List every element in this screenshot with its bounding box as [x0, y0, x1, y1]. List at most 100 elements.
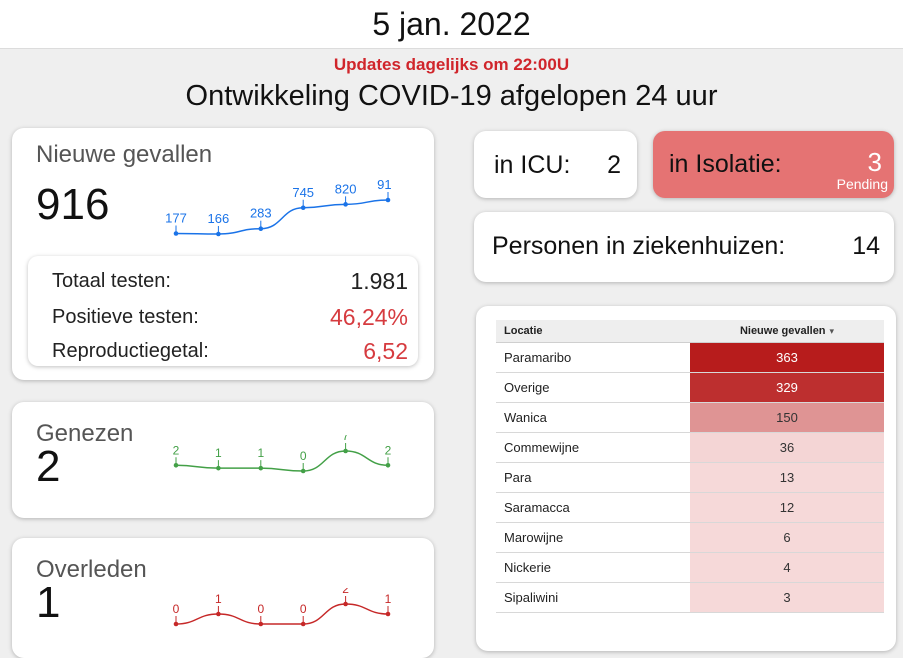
- sparkline-label: 0: [257, 602, 264, 616]
- sparkline-label: 283: [250, 206, 272, 221]
- icu-value: 2: [607, 151, 621, 179]
- date-title: 5 jan. 2022: [372, 5, 531, 42]
- nieuwe-gevallen-value: 916: [36, 180, 110, 229]
- overleden-label: Overleden: [36, 556, 147, 583]
- table-row: Wanica 150: [496, 402, 884, 433]
- sparkline-point: [216, 231, 221, 237]
- tests-summary-card: Totaal testen: 1.981 Positieve testen: 4…: [28, 256, 418, 366]
- isolatie-label: in Isolatie:: [669, 150, 782, 178]
- icu-card: in ICU: 2: [474, 131, 637, 198]
- updates-notice: Updates dagelijks om 22:00U: [333, 55, 570, 74]
- ziekenhuizen-value: 14: [852, 232, 880, 260]
- isolatie-value: 3: [867, 147, 882, 177]
- positieve-testen-row: Positieve testen: 46,24%: [52, 304, 408, 330]
- sparkline-point: [300, 205, 306, 211]
- sparkline-label: 916: [377, 178, 392, 192]
- overleden-sparkline: 0 1 0 0 2 1: [173, 588, 392, 627]
- sparkline-label: 0: [173, 602, 180, 616]
- sparkline-label: 7: [342, 435, 349, 443]
- sparkline-label: 2: [385, 443, 392, 457]
- sparkline-point: [173, 462, 179, 468]
- row-locatie: Sipaliwini: [496, 582, 690, 613]
- sparkline-label: 2: [342, 588, 349, 596]
- col-header-locatie-label: Locatie: [504, 325, 543, 337]
- row-nieuwe-gevallen: 329: [690, 372, 884, 403]
- sparkline-point: [258, 621, 264, 627]
- row-locatie: Overige: [496, 372, 690, 403]
- sparkline-label: 177: [165, 211, 187, 226]
- sparkline-point: [385, 611, 391, 617]
- positieve-testen-value: 46,24%: [329, 304, 408, 330]
- reproductiegetal-value: 6,52: [363, 338, 408, 364]
- row-nieuwe-gevallen: 150: [690, 402, 884, 433]
- row-nieuwe-gevallen: 12: [690, 492, 884, 523]
- row-nieuwe-gevallen: 3: [690, 582, 884, 613]
- sparkline-path: [175, 199, 389, 235]
- table-row: Paramaribo 363: [496, 342, 884, 373]
- sparkline-label: 1: [385, 592, 392, 606]
- genezen-card: Genezen 2 2 1 1 0 7 2: [12, 402, 434, 518]
- locatie-table: Locatie Nieuwe gevallen ▾ Paramaribo 363 Ov…: [496, 320, 884, 613]
- overleden-card: Overleden 1 0 1 0 0 2 1: [12, 538, 434, 658]
- sparkline-point: [300, 468, 306, 474]
- sparkline-point: [173, 231, 179, 236]
- totaal-testen-label: Totaal testen:: [52, 270, 171, 292]
- icu-label: in ICU:: [494, 151, 571, 179]
- row-nieuwe-gevallen: 363: [690, 342, 884, 373]
- sparkline-label: 1: [215, 592, 222, 606]
- row-nieuwe-gevallen: 13: [690, 462, 884, 493]
- row-locatie: Nickerie: [496, 552, 690, 583]
- ziekenhuizen-card: Personen in ziekenhuizen: 14: [474, 212, 894, 282]
- genezen-label: Genezen: [36, 420, 134, 447]
- locatie-table-body: Paramaribo 363 Overige 329 Wanica 150 Commewij…: [496, 342, 884, 613]
- sparkline-label: 0: [300, 602, 307, 616]
- sparkline-label: 745: [292, 185, 314, 200]
- row-locatie: Commewijne: [496, 432, 690, 463]
- sparkline-label: 1: [215, 446, 222, 460]
- genezen-sparkline: 2 1 1 0 7 2: [173, 435, 392, 474]
- table-row: Commewijne 36: [496, 432, 884, 463]
- sparkline-point: [173, 621, 179, 627]
- sparkline-point: [258, 226, 264, 231]
- sparkline-path: [175, 450, 389, 472]
- sparkline-point: [343, 601, 348, 607]
- table-row: Sipaliwini 3: [496, 582, 884, 613]
- sparkline-point: [216, 465, 221, 471]
- nieuwe-gevallen-card: Nieuwe gevallen 916 177 166 283 745 820 916 T…: [12, 128, 434, 380]
- sparkline-point: [258, 465, 264, 471]
- overleden-value: 1: [36, 578, 61, 627]
- sparkline-point: [300, 621, 306, 627]
- col-header-nieuwe-gevallen[interactable]: Nieuwe gevallen ▾: [690, 320, 884, 343]
- table-row: Para 13: [496, 462, 884, 493]
- row-nieuwe-gevallen: 36: [690, 432, 884, 463]
- isolatie-card: in Isolatie: 3 Pending: [653, 131, 894, 198]
- table-row: Nickerie 4: [496, 552, 884, 583]
- sparkline-label: 820: [335, 181, 357, 196]
- row-locatie: Marowijne: [496, 522, 690, 553]
- reproductiegetal-row: Reproductiegetal: 6,52: [52, 338, 408, 364]
- positieve-testen-label: Positieve testen:: [52, 306, 199, 328]
- sparkline-point: [343, 202, 348, 207]
- row-locatie: Paramaribo: [496, 342, 690, 373]
- row-nieuwe-gevallen: 6: [690, 522, 884, 553]
- totaal-testen-row: Totaal testen: 1.981: [52, 268, 408, 294]
- sparkline-label: 1: [257, 446, 264, 460]
- table-row: Saramacca 12: [496, 492, 884, 523]
- totaal-testen-value: 1.981: [350, 268, 408, 294]
- table-row: Overige 329: [496, 372, 884, 403]
- sort-desc-icon[interactable]: ▾: [829, 326, 835, 336]
- ziekenhuizen-label: Personen in ziekenhuizen:: [492, 232, 786, 260]
- date-header: 5 jan. 2022: [0, 0, 903, 49]
- nieuwe-gevallen-label: Nieuwe gevallen: [36, 141, 213, 168]
- sparkline-point: [343, 448, 348, 454]
- col-header-locatie[interactable]: Locatie: [496, 320, 690, 343]
- isolatie-status: Pending: [836, 176, 888, 192]
- row-nieuwe-gevallen: 4: [690, 552, 884, 583]
- sparkline-label: 0: [300, 449, 307, 463]
- table-row: Marowijne 6: [496, 522, 884, 553]
- sparkline-label: 166: [208, 211, 230, 226]
- col-header-nieuwe-label: Nieuwe gevallen: [739, 325, 826, 337]
- reproductiegetal-label: Reproductiegetal:: [52, 340, 209, 362]
- row-locatie: Saramacca: [496, 492, 690, 523]
- genezen-value: 2: [36, 442, 61, 491]
